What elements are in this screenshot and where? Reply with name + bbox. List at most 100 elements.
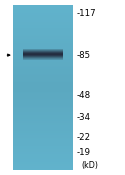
Bar [12,38,72,39]
Bar [22,59,62,60]
Bar [22,51,62,52]
Bar [12,118,72,119]
Bar [12,116,72,117]
Bar [12,41,72,42]
Bar [12,125,72,126]
Bar [12,148,72,149]
Bar [12,111,72,112]
Bar [22,57,62,58]
Bar [12,47,72,48]
Bar [12,45,72,46]
Bar [12,66,72,67]
Text: (kD): (kD) [82,161,99,170]
Bar [12,107,72,108]
Text: -19: -19 [77,148,91,157]
Bar [12,65,72,66]
Bar [12,146,72,147]
Bar [12,57,72,58]
Bar [12,154,72,155]
Bar [22,53,62,54]
Bar [12,133,72,134]
Bar [12,40,72,41]
Bar [12,69,72,70]
Bar [12,79,72,80]
Bar [12,97,72,98]
Bar [12,121,72,122]
Bar [12,19,72,20]
Bar [12,6,72,7]
Bar [12,122,72,123]
Bar [12,127,72,128]
Bar [12,13,72,14]
Bar [12,95,72,96]
Bar [12,167,72,168]
Text: -48: -48 [77,91,91,100]
Bar [12,73,72,74]
Bar [12,84,72,85]
Bar [12,37,72,38]
Bar [12,132,72,133]
Bar [12,110,72,111]
Bar [12,82,72,83]
Bar [12,93,72,94]
Bar [12,81,72,82]
Bar [22,52,62,53]
Bar [12,123,72,124]
Bar [12,143,72,144]
Bar [12,11,72,12]
Bar [12,51,72,52]
Bar [12,74,72,75]
Bar [12,48,72,49]
Bar [12,18,72,19]
Bar [12,10,72,11]
Bar [12,83,72,84]
Bar [12,151,72,152]
Bar [12,119,72,120]
Bar [12,158,72,159]
Bar [12,129,72,130]
Bar [12,156,72,157]
Bar [12,27,72,28]
Bar [12,104,72,105]
Bar [12,114,72,115]
Bar [12,168,72,169]
Bar [12,89,72,90]
Text: -85: -85 [77,51,91,60]
Bar [12,96,72,97]
Bar [12,59,72,60]
Text: -117: -117 [77,9,96,18]
Bar [12,120,72,121]
Bar [22,49,62,50]
Bar [12,90,72,91]
Bar [12,33,72,34]
Bar [12,77,72,78]
Bar [12,139,72,140]
Bar [12,153,72,154]
Bar [12,64,72,65]
Bar [12,44,72,45]
Bar [12,98,72,99]
Bar [12,34,72,35]
Bar [12,103,72,104]
Bar [12,30,72,31]
Bar [12,50,72,51]
Bar [12,23,72,24]
Bar [12,130,72,131]
Bar [12,138,72,139]
Bar [12,102,72,103]
Bar [12,68,72,69]
Bar [12,8,72,9]
Bar [12,36,72,37]
Bar [12,91,72,92]
Bar [12,161,72,162]
Bar [12,162,72,163]
Bar [12,61,72,62]
Bar [12,135,72,136]
Bar [12,39,72,40]
Bar [12,52,72,53]
Bar [12,86,72,87]
Bar [12,155,72,156]
Text: -34: -34 [77,113,91,122]
Bar [12,9,72,10]
Bar [12,136,72,137]
